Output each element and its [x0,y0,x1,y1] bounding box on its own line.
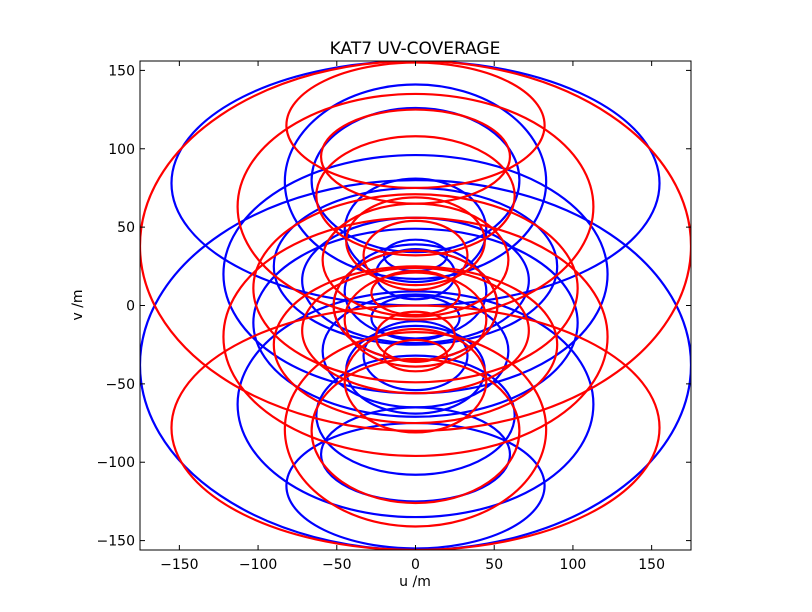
y-tick-label: −150 [97,534,135,550]
x-axis-label: u /m [399,574,431,590]
axis-ticks: −150 −100 −50 0 50 100 150 −150 −100 −50 0 50 100 150 [97,61,691,573]
uv-track-series0-16 [315,354,516,476]
uv-track-series0-7 [252,227,579,418]
y-tick-label: 50 [117,220,135,236]
y-tick-label: 150 [108,63,135,79]
chart-title: KAT7 UV-COVERAGE [330,39,501,59]
x-tick-label: −50 [322,557,352,573]
uv-track-series1-14 [332,249,499,362]
uv-track-series0-10 [343,243,488,340]
uv-tracks [140,61,691,550]
x-tick-label: 50 [485,557,503,573]
uv-track-series1-18 [370,269,461,317]
x-tick-label: −100 [239,557,277,573]
uv-track-series0-4 [283,83,548,280]
y-axis-label: v /m [70,289,86,320]
x-tick-label: −150 [160,557,198,573]
uv-track-series1-19 [319,108,512,205]
uv-track-series0-9 [343,177,488,284]
uv-track-series1-20 [272,265,559,425]
uv-track-series1-17 [382,338,449,373]
uv-track-series0-5 [310,106,521,254]
x-tick-label: 0 [411,557,420,573]
uv-track-series1-7 [252,193,579,384]
y-tick-label: 0 [126,299,135,315]
y-tick-label: −100 [97,455,135,471]
uv-track-series0-13 [362,320,469,392]
uv-track-series0-15 [375,247,456,301]
uv-track-series1-5 [310,357,521,505]
uv-track-series0-3 [236,290,595,519]
uv-track-series0-19 [319,406,512,503]
y-tick-label: 100 [108,142,135,158]
uv-track-series1-15 [375,310,456,364]
uv-track-series1-9 [343,327,488,434]
uv-track-series1-16 [315,135,516,257]
uv-track-series1-2 [222,216,609,458]
uv-track-series1-12 [345,196,486,287]
uv-track-series1-13 [362,219,469,291]
plot-frame [139,60,692,551]
uv-track-series1-4 [283,331,548,528]
uv-track-series1-10 [343,271,488,368]
uv-track-series1-8 [301,266,530,395]
uv-track-series1-0 [170,304,661,550]
y-tick-label: −50 [105,377,135,393]
uv-track-series1-1 [140,61,691,432]
uv-track-series0-2 [222,153,609,395]
x-tick-label: 150 [638,557,665,573]
uv-track-series0-1 [140,179,691,550]
uv-track-series1-3 [236,92,595,321]
x-tick-label: 100 [560,557,587,573]
